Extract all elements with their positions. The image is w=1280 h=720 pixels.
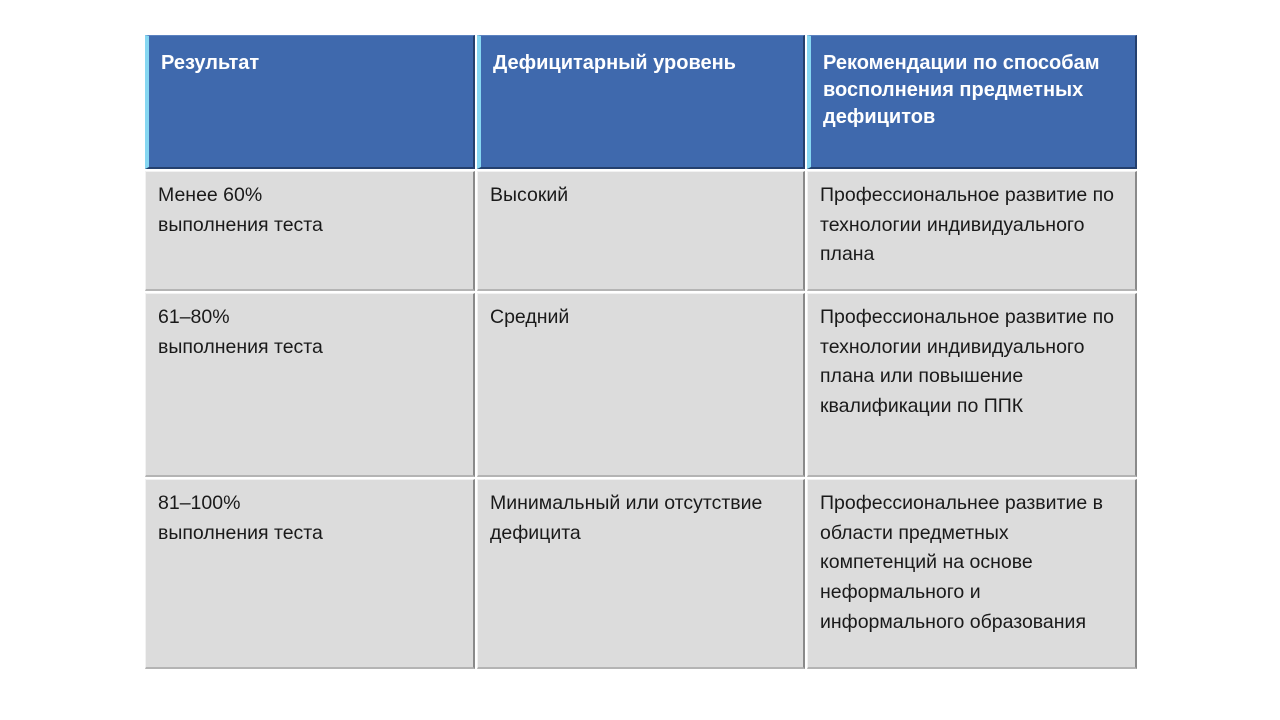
cell-recommendation-minimal: Профессиональнее развитие в области пред… <box>807 479 1137 669</box>
table-body: Менее 60% выполнения теста Высокий Профе… <box>145 171 1137 669</box>
cell-level-medium: Средний <box>477 293 805 477</box>
cell-result-medium: 61–80% выполнения теста <box>145 293 475 477</box>
cell-result-minimal: 81–100% выполнения теста <box>145 479 475 669</box>
table-row: 81–100% выполнения теста Минимальный или… <box>145 479 1137 669</box>
column-header-result: Результат <box>145 35 475 169</box>
table-row: 61–80% выполнения теста Средний Професси… <box>145 293 1137 477</box>
table-header-row: Результат Дефицитарный уровень Рекоменда… <box>145 35 1137 169</box>
cell-level-minimal: Минимальный или отсутствие дефицита <box>477 479 805 669</box>
column-header-recommendation: Рекомендации по способам восполнения пре… <box>807 35 1137 169</box>
cell-recommendation-medium: Профессиональное развитие по технологии … <box>807 293 1137 477</box>
column-header-level: Дефицитарный уровень <box>477 35 805 169</box>
deficit-levels-table: Результат Дефицитарный уровень Рекоменда… <box>143 33 1139 671</box>
table-row: Менее 60% выполнения теста Высокий Профе… <box>145 171 1137 291</box>
cell-recommendation-high: Профессиональное развитие по технологии … <box>807 171 1137 291</box>
cell-level-high: Высокий <box>477 171 805 291</box>
cell-result-high: Менее 60% выполнения теста <box>145 171 475 291</box>
table-header: Результат Дефицитарный уровень Рекоменда… <box>145 35 1137 169</box>
